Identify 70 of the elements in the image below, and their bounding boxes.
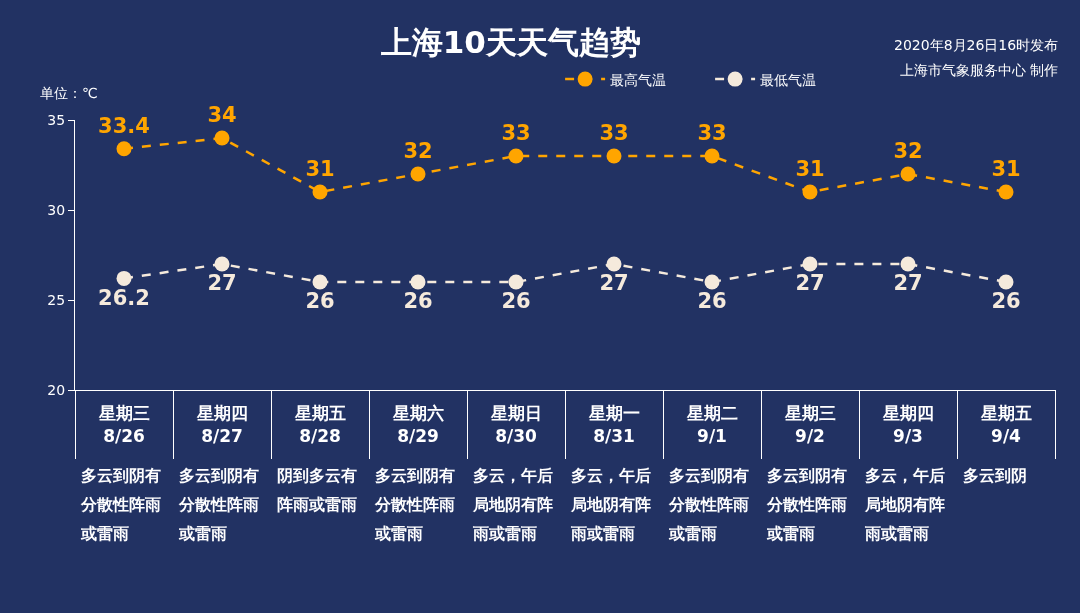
point [410, 166, 426, 182]
text: 多云到阴有分散性阵雨或雷雨 [179, 466, 260, 545]
y-axis-title: 单位：℃ [40, 85, 98, 101]
point [606, 256, 622, 272]
text: 多云到阴有分散性阵雨或雷雨 [375, 466, 456, 545]
data-label: 26 [991, 289, 1021, 314]
point [508, 274, 524, 290]
text: 多云到阴有分散性阵雨或雷雨 [81, 466, 162, 545]
legend-label: 最高气温 [610, 71, 667, 88]
point [508, 148, 524, 164]
text: 多云，午后局地阴有阵雨或雷雨 [571, 466, 652, 545]
text: 2020年8月26日16时发布 [894, 37, 1059, 53]
x-tick-label: 星期日 8/30 [489, 403, 542, 446]
point [116, 270, 132, 286]
data-label: 26 [305, 289, 335, 314]
data-label: 31 [991, 157, 1021, 182]
point [214, 130, 230, 146]
data-label: 27 [893, 271, 923, 296]
text: 多云到阴有分散性阵雨或雷雨 [669, 466, 750, 545]
text: 上海市气象服务中心 制作 [900, 62, 1059, 78]
x-tick-label: 星期五 9/4 [979, 403, 1032, 446]
x-tick-label: 星期三 8/26 [97, 403, 150, 446]
point [704, 148, 720, 164]
point [312, 274, 328, 290]
data-label: 26.2 [98, 285, 150, 310]
data-label: 33 [599, 121, 629, 146]
text: 多云到阴有分散性阵雨或雷雨 [767, 466, 848, 545]
point [312, 184, 328, 200]
text: 多云到阴 [963, 466, 1028, 487]
data-label: 27 [207, 271, 237, 296]
y-tick-label: 25 [47, 291, 66, 308]
y-tick-label: 35 [47, 111, 66, 128]
x-tick-label: 星期一 8/31 [587, 403, 640, 446]
data-label: 31 [305, 157, 335, 182]
text: 多云，午后局地阴有阵雨或雷雨 [865, 466, 946, 545]
point [116, 141, 132, 157]
data-label: 26 [403, 289, 433, 314]
x-tick-label: 星期六 8/29 [391, 403, 444, 446]
y-tick-label: 30 [47, 201, 66, 218]
x-tick-label: 星期四 9/3 [881, 403, 934, 446]
point [214, 256, 230, 272]
data-label: 26 [697, 289, 727, 314]
data-label: 33.4 [98, 114, 150, 139]
point [998, 184, 1014, 200]
data-label: 26 [501, 289, 531, 314]
point [998, 274, 1014, 290]
point [900, 166, 916, 182]
point [802, 184, 818, 200]
x-tick-label: 星期四 8/27 [195, 403, 248, 446]
y-tick-label: 20 [47, 381, 66, 398]
data-label: 33 [501, 121, 531, 146]
data-label: 34 [207, 103, 237, 128]
x-tick-label: 星期三 9/2 [783, 403, 836, 446]
data-label: 27 [599, 271, 629, 296]
legend-label: 最低气温 [760, 71, 817, 88]
data-label: 31 [795, 157, 825, 182]
point [802, 256, 818, 272]
text: 阴到多云有阵雨或雷雨 [277, 466, 358, 516]
point [704, 274, 720, 290]
data-label: 27 [795, 271, 825, 296]
x-tick-label: 星期五 8/28 [293, 403, 346, 446]
point [900, 256, 916, 272]
x-tick-label: 星期二 9/1 [685, 403, 738, 446]
point [410, 274, 426, 290]
point [606, 148, 622, 164]
data-label: 32 [893, 139, 923, 164]
text: 多云，午后局地阴有阵雨或雷雨 [473, 466, 554, 545]
data-label: 33 [697, 121, 727, 146]
chart-title: 上海10天天气趋势 [379, 24, 641, 61]
data-label: 32 [403, 139, 433, 164]
